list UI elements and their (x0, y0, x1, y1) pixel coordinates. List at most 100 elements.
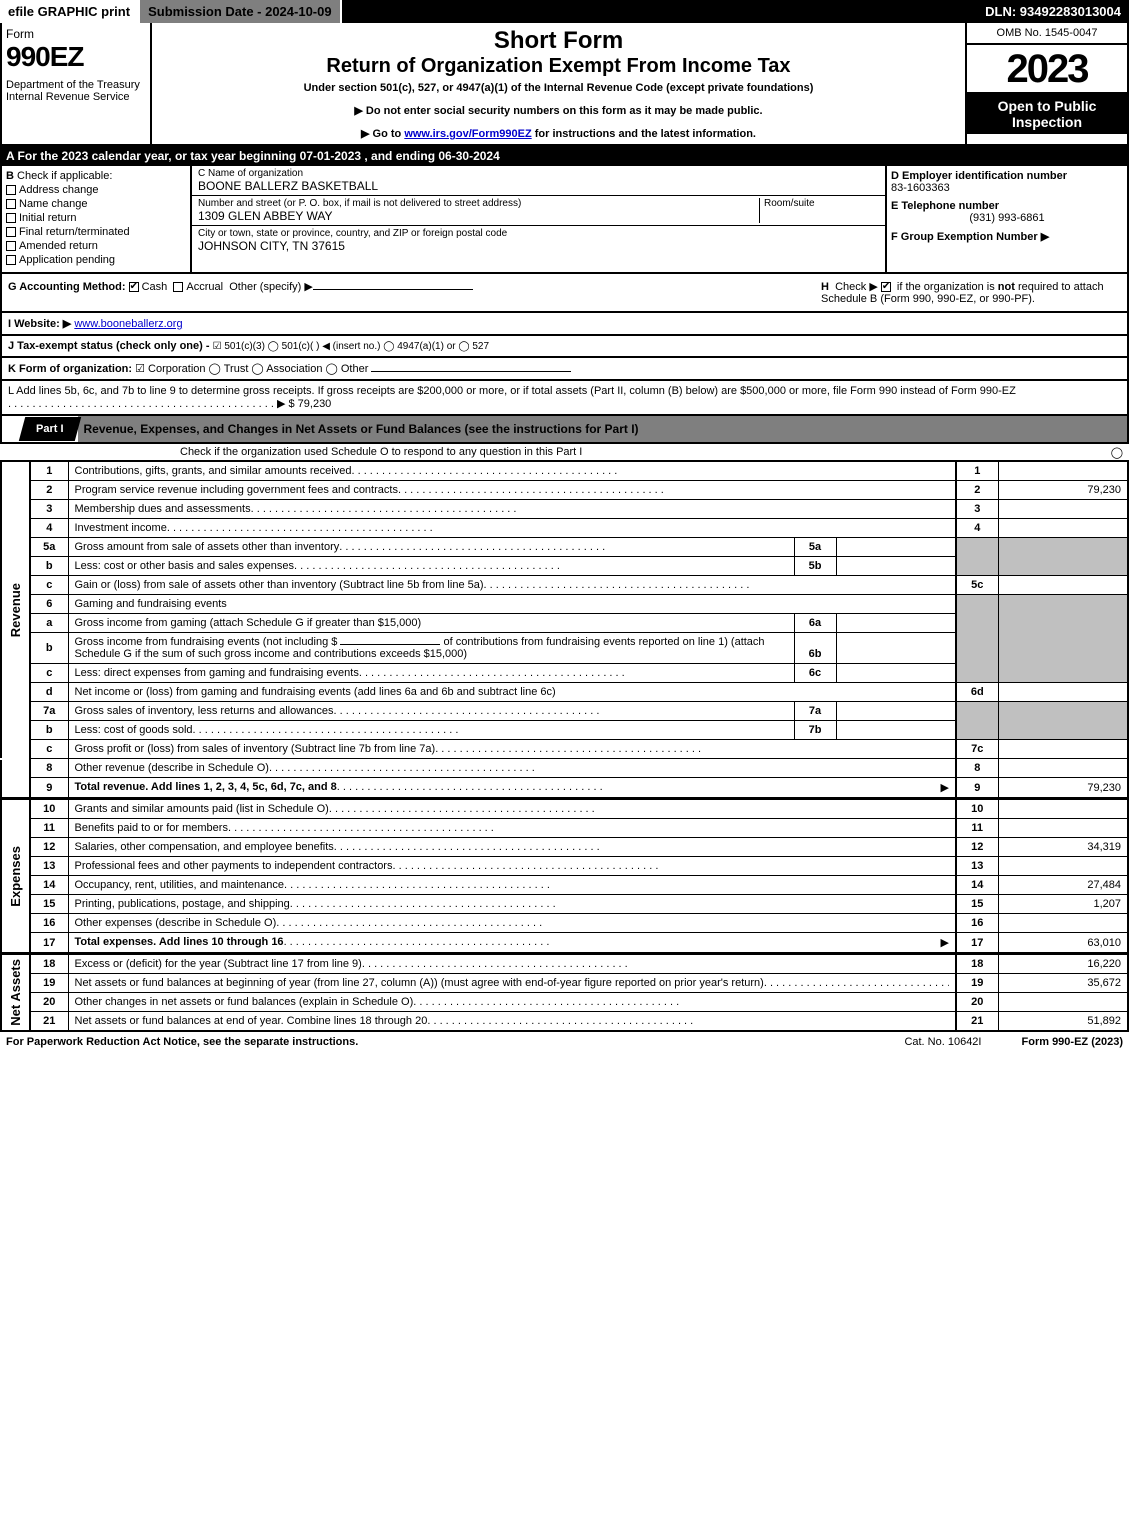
blank-line[interactable] (340, 644, 440, 645)
line-num: 6 (30, 595, 68, 614)
line-desc: Other expenses (describe in Schedule O) (68, 914, 956, 933)
line-num: 17 (30, 933, 68, 954)
ck-name-change[interactable]: Name change (6, 198, 186, 210)
desc-text: Professional fees and other payments to … (75, 860, 393, 872)
h-text2: if the organization is (897, 281, 998, 293)
line-desc: Gain or (loss) from sale of assets other… (68, 576, 956, 595)
warn2-pre: ▶ Go to (361, 128, 404, 140)
sub-num: 7a (794, 702, 836, 721)
desc-text: Occupancy, rent, utilities, and maintena… (75, 879, 285, 891)
line-num: 14 (30, 876, 68, 895)
dots (484, 579, 949, 591)
line-num: c (30, 664, 68, 683)
side-revenue: Revenue (1, 462, 30, 759)
ck-address-change[interactable]: Address change (6, 184, 186, 196)
line-desc: Occupancy, rent, utilities, and maintena… (68, 876, 956, 895)
line-num: 10 (30, 800, 68, 819)
col-num: 5c (956, 576, 998, 595)
ck-final-return[interactable]: Final return/terminated (6, 226, 186, 238)
checkbox-h-icon[interactable] (881, 282, 891, 292)
omb-number: OMB No. 1545-0047 (967, 23, 1127, 45)
arrow-icon: ▶ (941, 781, 949, 794)
line-5a: 5a Gross amount from sale of assets othe… (1, 538, 1128, 557)
room-label: Room/suite (764, 198, 879, 209)
desc-text: Other changes in net assets or fund bala… (75, 996, 414, 1008)
line-desc: Total expenses. Add lines 10 through 16▶ (68, 933, 956, 954)
line-14: 14 Occupancy, rent, utilities, and maint… (1, 876, 1128, 895)
name-label: C Name of organization (198, 168, 879, 179)
checkbox-accrual-icon[interactable] (173, 282, 183, 292)
other-input-line[interactable] (313, 289, 473, 290)
other-label: Other (specify) ▶ (229, 281, 313, 293)
line-19: 19 Net assets or fund balances at beginn… (1, 974, 1128, 993)
col-num: 16 (956, 914, 998, 933)
dln-label: DLN: 93492283013004 (977, 0, 1129, 23)
line-20: 20 Other changes in net assets or fund b… (1, 993, 1128, 1012)
ein-block: D Employer identification number 83-1603… (891, 170, 1123, 194)
line-12: 12 Salaries, other compensation, and emp… (1, 838, 1128, 857)
side-label: Revenue (8, 583, 23, 637)
desc-text: Less: cost of goods sold (75, 724, 193, 736)
page-footer: For Paperwork Reduction Act Notice, see … (0, 1032, 1129, 1052)
col-val (998, 993, 1128, 1012)
dots (167, 522, 949, 534)
b-heading: B Check if applicable: (6, 170, 186, 182)
line-2: 2 Program service revenue including gove… (1, 481, 1128, 500)
col-num: 19 (956, 974, 998, 993)
footer-cat: Cat. No. 10642I (904, 1036, 981, 1048)
line-desc: Less: cost of goods sold (68, 721, 794, 740)
col-num: 17 (956, 933, 998, 954)
dots (251, 503, 949, 515)
form-header: Form 990EZ Department of the Treasury In… (0, 23, 1129, 146)
desc-text-1: Gross income from fundraising events (no… (75, 636, 338, 648)
col-val: 63,010 (998, 933, 1128, 954)
ck-initial-return[interactable]: Initial return (6, 212, 186, 224)
line-desc: Gross sales of inventory, less returns a… (68, 702, 794, 721)
tel: (931) 993-6861 (891, 212, 1123, 224)
col-num: 13 (956, 857, 998, 876)
line-desc: Net assets or fund balances at end of ye… (68, 1012, 956, 1032)
line-num: 9 (30, 778, 68, 799)
col-val (998, 576, 1128, 595)
col-num: 11 (956, 819, 998, 838)
col-val: 16,220 (998, 955, 1128, 974)
desc-text: Other expenses (describe in Schedule O) (75, 917, 277, 929)
ck-application-pending[interactable]: Application pending (6, 254, 186, 266)
sub-num: 6b (794, 633, 836, 664)
col-num: 18 (956, 955, 998, 974)
k-other-line[interactable] (371, 371, 571, 372)
side-net-assets: Net Assets (1, 955, 30, 1032)
line-num: 2 (30, 481, 68, 500)
sub-val (836, 664, 956, 683)
dots (8, 398, 274, 410)
col-val (998, 800, 1128, 819)
dots (764, 977, 949, 989)
form-word: Form (6, 27, 146, 41)
sub-num: 5b (794, 557, 836, 576)
j-label: J Tax-exempt status (check only one) - (8, 340, 210, 352)
col-val (998, 462, 1128, 481)
line-desc: Benefits paid to or for members (68, 819, 956, 838)
footer-left: For Paperwork Reduction Act Notice, see … (6, 1036, 864, 1048)
footer-right: Form 990-EZ (2023) (1022, 1036, 1124, 1048)
desc-text: Net assets or fund balances at beginning… (75, 977, 764, 989)
line-10: Expenses 10 Grants and similar amounts p… (1, 800, 1128, 819)
line-desc: Grants and similar amounts paid (list in… (68, 800, 956, 819)
irs-link[interactable]: www.irs.gov/Form990EZ (404, 128, 531, 140)
h-not: not (998, 281, 1015, 293)
tel-label: E Telephone number (891, 200, 1123, 212)
side-expenses: Expenses (1, 800, 30, 954)
city-label: City or town, state or province, country… (198, 228, 879, 239)
col-num: 2 (956, 481, 998, 500)
line-num: 16 (30, 914, 68, 933)
k-options: ☑ Corporation ◯ Trust ◯ Association ◯ Ot… (135, 363, 368, 375)
row-k: K Form of organization: ☑ Corporation ◯ … (0, 358, 1129, 381)
website-link[interactable]: www.booneballerz.org (74, 318, 182, 330)
warn-ssn: ▶ Do not enter social security numbers o… (160, 104, 957, 117)
checkbox-cash-icon[interactable] (129, 282, 139, 292)
part1-sub-check[interactable]: ◯ (1111, 446, 1123, 459)
ck-amended-return[interactable]: Amended return (6, 240, 186, 252)
part1-tab-label: Part I (36, 423, 64, 435)
grey-cell (998, 702, 1128, 740)
line-num: 8 (30, 759, 68, 778)
